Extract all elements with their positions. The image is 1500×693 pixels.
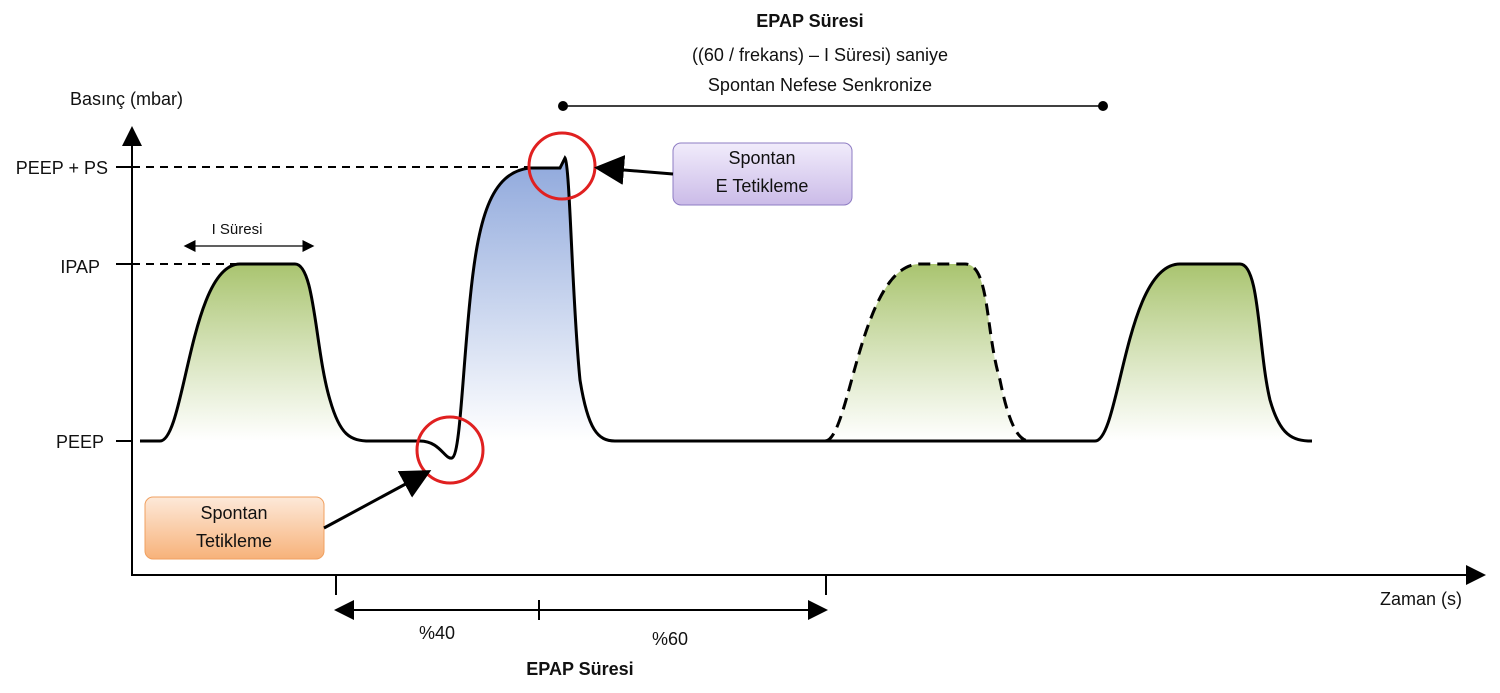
callout-arrow — [594, 155, 674, 185]
waveform-backup — [824, 262, 1031, 443]
level-label: PEEP — [56, 432, 104, 452]
x-axis-label: Zaman (s) — [1380, 589, 1462, 609]
callout-text: Tetikleme — [196, 531, 272, 551]
pulse-fill — [825, 264, 1030, 441]
callout-arrow — [323, 470, 432, 530]
span-dot — [558, 101, 568, 111]
callout-text: E Tetikleme — [716, 176, 809, 196]
formula: ((60 / frekans) – I Süresi) saniye — [692, 45, 948, 65]
callout-text: Spontan — [200, 503, 267, 523]
level-guides — [132, 166, 530, 265]
level-ticks — [116, 166, 827, 595]
pulse-fill — [455, 158, 615, 441]
segment-label: %60 — [652, 629, 688, 649]
waveform — [140, 155, 1313, 460]
segment-label: %40 — [419, 623, 455, 643]
pulse-fill — [160, 264, 370, 441]
i-duration-label: I Süresi — [212, 221, 263, 238]
trigger-circle — [415, 415, 485, 485]
note: Spontan Nefese Senkronize — [708, 75, 932, 95]
span-dot — [1098, 101, 1108, 111]
level-label: IPAP — [60, 257, 100, 277]
top-title: EPAP Süresi — [756, 11, 863, 31]
pulse-fill — [1095, 264, 1312, 441]
callout-text: Spontan — [728, 148, 795, 168]
y-axis-label: Basınç (mbar) — [70, 89, 183, 109]
bottom-title: EPAP Süresi — [526, 659, 633, 679]
level-label: PEEP + PS — [16, 158, 108, 178]
